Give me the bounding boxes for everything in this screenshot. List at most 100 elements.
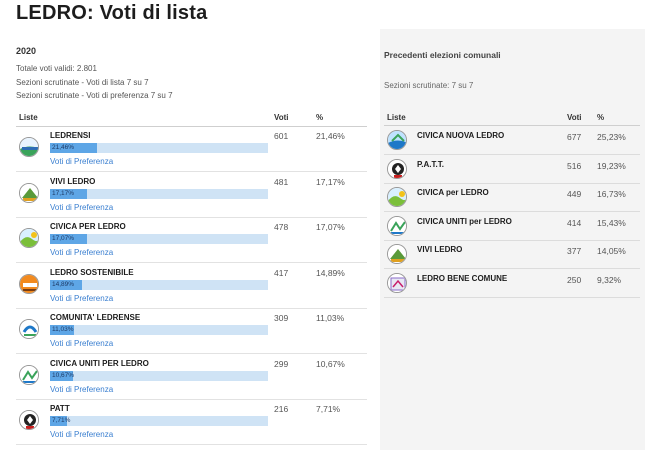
previous-list-row: P.A.T.T. 516 19,23% [384,156,640,184]
election-year: 2020 [16,46,37,56]
header-voti: Voti [274,113,289,122]
party-name: LEDRO BENE COMUNE [417,273,508,283]
party-name: VIVI LEDRO [417,245,463,254]
list-row: CIVICA PER LEDRO 17,07% Voti di Preferenza… [16,218,367,263]
percentage-bar-fill [50,143,97,153]
votes-count: 417 [274,267,289,278]
party-logo-icon [387,244,407,264]
percentage-bar-label: 10,67% [52,371,75,379]
party-logo-icon [19,137,39,157]
previous-list-row: VIVI LEDRO 377 14,05% [384,241,640,269]
votes-count: 449 [567,189,582,199]
preference-votes-link[interactable]: Voti di Preferenza [50,248,114,257]
previous-election-panel: Precedenti elezioni comunali Sezioni scr… [380,29,645,450]
votes-percentage: 14,89% [316,267,345,278]
percentage-bar-fill [50,188,87,199]
list-row: CIVICA UNITI PER LEDRO 10,67% Voti di Pref… [16,355,367,400]
percentage-bar-label: 7,71% [52,417,71,424]
votes-percentage: 17,17% [316,176,345,187]
list-row: COMUNITA' LEDRENSE 11,03% Voti di Preferen… [16,309,367,354]
preference-votes-link[interactable]: Voti di Preferenza [50,384,114,394]
header-pct: % [597,113,605,122]
party-name: LEDRENSI [50,131,91,140]
votes-count: 299 [274,358,289,369]
party-name: VIVI LEDRO [50,176,96,186]
list-row: LEDRO SOSTENIBILE 14,89% Voti di Preferenz… [16,264,367,309]
votes-count: 377 [567,246,582,256]
votes-percentage: 15,43% [597,217,626,228]
votes-count: 216 [274,404,289,414]
party-logo-icon [387,187,407,207]
previous-panel-title: Precedenti elezioni comunali [384,50,501,60]
previous-list-row: CIVICA UNITI per LEDRO 414 15,43% [384,213,640,241]
party-logo-icon [19,364,39,385]
party-name: CIVICA per LEDRO [417,188,489,197]
party-logo-icon [19,273,39,294]
party-logo-icon [387,272,407,293]
previous-list-row: CIVICA NUOVA LEDRO 677 25,23% [384,127,640,155]
percentage-bar: 17,07% [50,234,268,244]
preference-votes-link[interactable]: Voti di Preferenza [50,202,114,212]
sections-preference-votes: Sezioni scrutinate - Voti di preferenza … [16,91,173,100]
party-name: CIVICA NUOVA LEDRO [417,131,505,140]
percentage-bar-label: 17,17% [52,189,75,197]
previous-sections: Sezioni scrutinate: 7 su 7 [384,81,474,90]
percentage-bar-label: 14,89% [52,280,75,288]
list-row: VIVI LEDRO 17,17% Voti di Preferenza 481 17,… [16,173,367,218]
votes-count: 516 [567,160,582,171]
previous-table-header: Liste Voti % [384,112,640,126]
votes-count: 481 [274,176,289,187]
votes-percentage: 16,73% [597,189,626,199]
votes-percentage: 7,71% [316,404,341,414]
party-logo-icon [19,319,39,339]
party-name: P.A.T.T. [417,159,444,169]
votes-percentage: 19,23% [597,160,626,171]
percentage-bar-fill [50,279,82,290]
valid-votes-total: Totale voti validi: 2.801 [16,64,97,73]
percentage-bar-fill [50,234,87,244]
percentage-bar: 10,67% [50,370,268,381]
party-logo-icon [19,228,39,248]
party-name: CIVICA UNITI per LEDRO [417,216,512,226]
party-logo-icon [387,215,407,236]
percentage-bar-fill [50,370,73,381]
preference-votes-link[interactable]: Voti di Preferenza [50,430,114,439]
header-liste: Liste [387,113,406,122]
votes-count: 309 [274,313,289,323]
percentage-bar-label: 11,03% [52,326,74,333]
party-logo-icon [387,130,407,150]
page-title: LEDRO: Voti di lista [16,2,208,24]
percentage-bar-label: 17,07% [52,235,75,242]
current-election-panel: 2020 Totale voti validi: 2.801 Sezioni s… [16,46,367,103]
header-voti: Voti [567,113,582,122]
percentage-bar: 14,89% [50,279,268,290]
header-pct: % [316,113,324,122]
percentage-bar-label: 21,46% [52,144,75,151]
previous-list-row: LEDRO BENE COMUNE 250 9,32% [384,270,640,298]
preference-votes-link[interactable]: Voti di Preferenza [50,157,114,166]
votes-count: 677 [567,132,582,142]
party-name: PATT [50,404,70,413]
votes-count: 250 [567,274,582,285]
list-row: PATT 7,71% Voti di Preferenza 216 7,71% [16,400,367,445]
preference-votes-link[interactable]: Voti di Preferenza [50,293,114,303]
percentage-bar-fill [50,416,67,426]
percentage-bar-fill [50,325,74,335]
party-logo-icon [19,410,39,430]
current-table-header: Liste Voti % [16,111,367,127]
party-logo-icon [19,182,39,203]
percentage-bar: 7,71% [50,416,268,426]
votes-count: 601 [274,131,289,141]
votes-percentage: 14,05% [597,246,626,256]
votes-percentage: 25,23% [597,132,626,142]
percentage-bar: 21,46% [50,143,268,153]
list-row: LEDRENSI 21,46% Voti di Preferenza 601 21,46… [16,127,367,172]
preference-votes-link[interactable]: Voti di Preferenza [50,339,114,348]
party-name: CIVICA PER LEDRO [50,222,126,231]
party-name: COMUNITA' LEDRENSE [50,313,141,322]
previous-list-row: CIVICA per LEDRO 449 16,73% [384,184,640,212]
party-name: CIVICA UNITI PER LEDRO [50,358,149,368]
votes-percentage: 17,07% [316,222,345,232]
header-liste: Liste [19,113,38,122]
sections-list-votes: Sezioni scrutinate - Voti di lista 7 su … [16,77,149,87]
